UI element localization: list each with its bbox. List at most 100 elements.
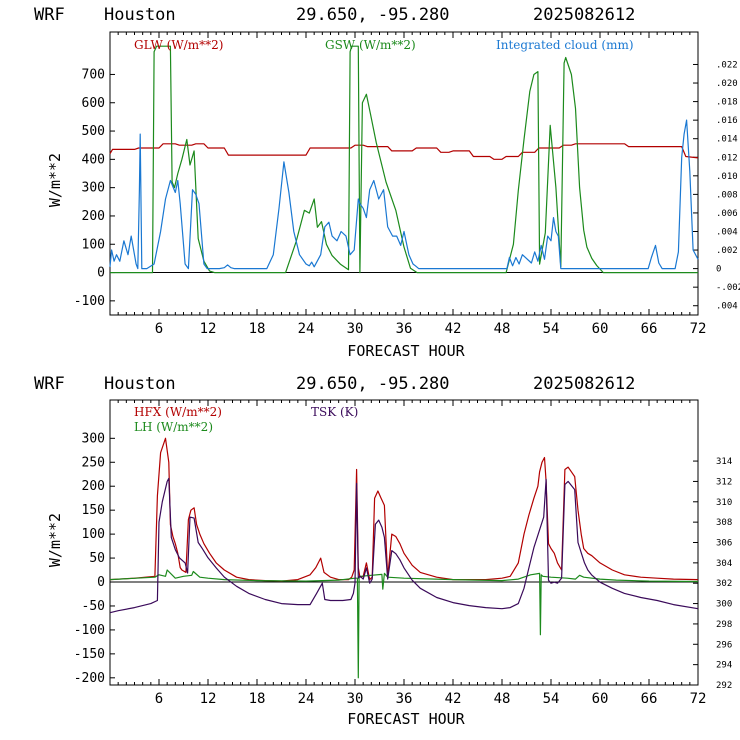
bottom-x-tick-label: 24 bbox=[298, 691, 315, 707]
top-right-tick-label: .006 bbox=[716, 209, 738, 219]
bottom-right-tick-label: 304 bbox=[716, 559, 732, 569]
top-legend-glw: GLW (W/m**2) bbox=[134, 38, 223, 52]
top-right-tick-label: .008 bbox=[716, 190, 738, 200]
top-series-1-line bbox=[110, 45, 698, 274]
top-right-tick-label: .014 bbox=[716, 135, 738, 145]
bottom-x-axis: 6 12 18 24 30 36 42 48 54 60 66 72 bbox=[117, 400, 707, 707]
bottom-panel: WRF Houston 29.650, -95.280 2025082612 6… bbox=[34, 374, 732, 728]
bottom-right-tick-label: 312 bbox=[716, 477, 732, 487]
top-right-tick-label: -.002 bbox=[716, 283, 740, 293]
bottom-series-1-line bbox=[109, 569, 699, 679]
bottom-right-tick-label: 294 bbox=[716, 661, 732, 671]
bottom-y-axis-label: W/m**2 bbox=[46, 513, 64, 567]
top-y-tick-label: -100 bbox=[74, 294, 105, 309]
top-x-tick-label: 54 bbox=[543, 321, 560, 337]
bottom-right-axis: 292 294 296 298 300 302 304 306 308 310 312 314 bbox=[693, 457, 732, 691]
top-header-coords: 29.650, -95.280 bbox=[296, 5, 450, 25]
top-header-run: 2025082612 bbox=[533, 5, 635, 25]
top-x-tick-label: 24 bbox=[298, 321, 315, 337]
bottom-x-tick-label: 60 bbox=[592, 691, 609, 707]
bottom-legend-lh: LH (W/m**2) bbox=[134, 420, 213, 434]
top-right-axis: .004 -.002 0 .002 .004 .006 .008 .010 .012 .014 .0… bbox=[693, 60, 740, 312]
top-right-tick-label: .022 bbox=[716, 60, 738, 70]
bottom-series-2-line bbox=[109, 477, 699, 614]
top-x-tick-label: 42 bbox=[445, 321, 462, 337]
top-series-0-line bbox=[109, 143, 699, 160]
bottom-right-tick-label: 306 bbox=[716, 539, 732, 549]
bottom-header-coords: 29.650, -95.280 bbox=[296, 374, 450, 394]
top-y-tick-label: 700 bbox=[82, 67, 105, 82]
bottom-y-tick-label: 100 bbox=[82, 527, 105, 542]
top-y-tick-label: 100 bbox=[82, 237, 105, 252]
bottom-y-tick-label: 200 bbox=[82, 479, 105, 494]
top-y-axis-label: W/m**2 bbox=[46, 153, 64, 207]
top-x-tick-label: 18 bbox=[249, 321, 266, 337]
bottom-x-tick-label: 30 bbox=[347, 691, 364, 707]
bottom-y-tick-label: -150 bbox=[74, 647, 105, 662]
top-right-tick-label: .016 bbox=[716, 116, 738, 126]
bottom-y-tick-label: 150 bbox=[82, 503, 105, 518]
top-y-axis: -100 0 100 200 300 400 500 600 700 bbox=[74, 67, 115, 309]
top-x-tick-label: 66 bbox=[641, 321, 658, 337]
top-header-model: WRF bbox=[34, 5, 65, 25]
top-legend-gsw: GSW (W/m**2) bbox=[325, 38, 416, 52]
bottom-y-tick-label: -200 bbox=[74, 671, 105, 686]
bottom-x-tick-label: 72 bbox=[690, 691, 707, 707]
bottom-right-tick-label: 300 bbox=[716, 600, 732, 610]
top-series-2-line bbox=[109, 119, 699, 270]
top-x-tick-label: 6 bbox=[155, 321, 163, 337]
top-x-axis: 6 12 18 24 30 36 42 48 54 60 66 72 bbox=[117, 32, 707, 337]
top-legend-cloud: Integrated cloud (mm) bbox=[496, 38, 634, 52]
top-x-tick-label: 30 bbox=[347, 321, 364, 337]
bottom-series-0-line bbox=[109, 437, 699, 582]
bottom-x-axis-label: FORECAST HOUR bbox=[347, 710, 465, 728]
bottom-right-tick-label: 292 bbox=[716, 681, 732, 691]
top-y-tick-label: 500 bbox=[82, 124, 105, 139]
top-y-tick-label: 400 bbox=[82, 152, 105, 167]
top-right-tick-label: .002 bbox=[716, 246, 738, 256]
bottom-right-tick-label: 310 bbox=[716, 498, 732, 508]
bottom-y-tick-label: 300 bbox=[82, 431, 105, 446]
top-right-tick-label: .010 bbox=[716, 172, 738, 182]
top-y-tick-label: 600 bbox=[82, 96, 105, 111]
bottom-x-tick-label: 48 bbox=[494, 691, 511, 707]
bottom-header-model: WRF bbox=[34, 374, 65, 394]
top-x-tick-label: 12 bbox=[200, 321, 217, 337]
top-right-tick-label: .020 bbox=[716, 79, 738, 89]
bottom-y-tick-label: -100 bbox=[74, 623, 105, 638]
bottom-y-tick-label: -50 bbox=[82, 599, 105, 614]
bottom-legend-hfx: HFX (W/m**2) bbox=[134, 405, 222, 419]
top-right-tick-label: .018 bbox=[716, 98, 738, 108]
bottom-y-axis: -200 -150 -100 -50 0 50 100 150 200 250 300 bbox=[74, 431, 115, 686]
bottom-x-tick-label: 54 bbox=[543, 691, 560, 707]
bottom-x-tick-label: 66 bbox=[641, 691, 658, 707]
bottom-y-tick-label: 250 bbox=[82, 455, 105, 470]
bottom-right-tick-label: 296 bbox=[716, 640, 732, 650]
top-x-tick-label: 72 bbox=[690, 321, 707, 337]
bottom-right-tick-label: 298 bbox=[716, 620, 732, 630]
top-x-tick-label: 36 bbox=[396, 321, 413, 337]
bottom-x-tick-label: 36 bbox=[396, 691, 413, 707]
top-x-tick-label: 48 bbox=[494, 321, 511, 337]
bottom-header-station: Houston bbox=[104, 374, 176, 394]
top-y-tick-label: 300 bbox=[82, 181, 105, 196]
top-right-tick-label: .004 bbox=[716, 302, 738, 312]
bottom-right-tick-label: 314 bbox=[716, 457, 732, 467]
bottom-legend-tsk: TSK (K) bbox=[311, 405, 358, 419]
top-x-tick-label: 60 bbox=[592, 321, 609, 337]
bottom-header-run: 2025082612 bbox=[533, 374, 635, 394]
bottom-y-tick-label: 0 bbox=[97, 575, 105, 590]
bottom-right-tick-label: 308 bbox=[716, 518, 732, 528]
bottom-series-group bbox=[109, 437, 699, 679]
top-x-axis-label: FORECAST HOUR bbox=[347, 342, 465, 360]
top-y-tick-label: 200 bbox=[82, 209, 105, 224]
top-right-tick-label: .012 bbox=[716, 153, 738, 163]
top-y-tick-label: 0 bbox=[97, 266, 105, 281]
bottom-x-tick-label: 12 bbox=[200, 691, 217, 707]
bottom-right-tick-label: 302 bbox=[716, 579, 732, 589]
bottom-x-tick-label: 18 bbox=[249, 691, 266, 707]
top-right-tick-label: .004 bbox=[716, 227, 738, 237]
bottom-x-tick-label: 6 bbox=[155, 691, 163, 707]
top-series-group bbox=[109, 45, 699, 274]
